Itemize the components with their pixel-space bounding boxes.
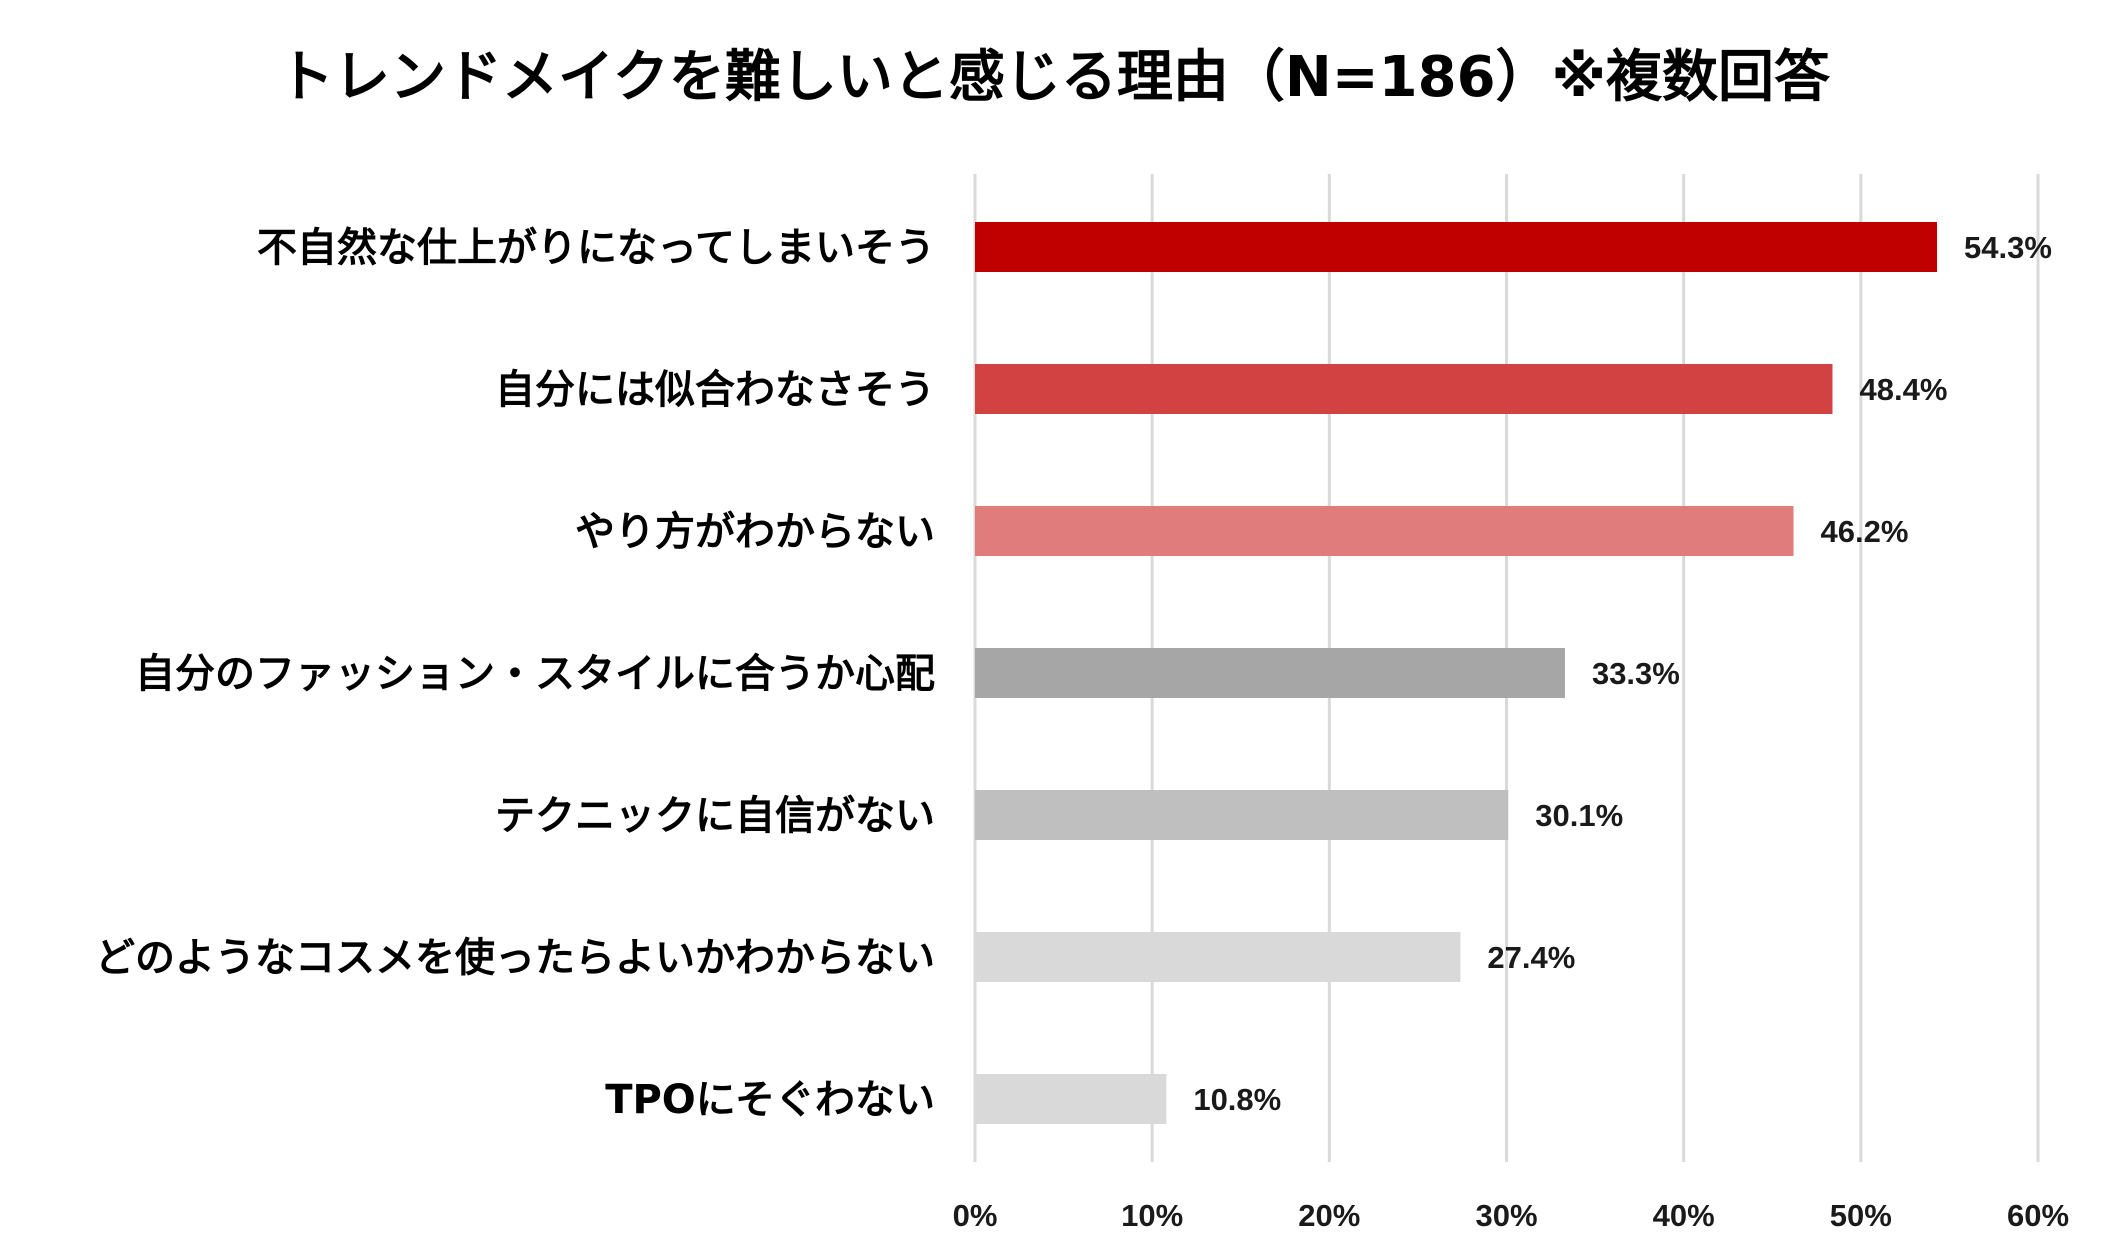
x-tick-label: 50% (1830, 1198, 1892, 1233)
category-label: やり方がわからない (575, 509, 935, 555)
category-label: どのようなコスメを使ったらよいかわからない (95, 935, 935, 981)
bar (975, 1074, 1167, 1124)
x-tick-label: 40% (1653, 1198, 1715, 1233)
value-label: 33.3% (1592, 656, 1680, 691)
bar (975, 506, 1794, 556)
bar (975, 364, 1833, 414)
category-label: テクニックに自信がない (495, 793, 935, 839)
category-label: 不自然な仕上がりになってしまいそう (257, 225, 935, 271)
value-label: 46.2% (1821, 514, 1909, 549)
category-labels: 不自然な仕上がりになってしまいそう自分には似合わなさそうやり方がわからない自分の… (95, 225, 935, 1123)
x-tick-label: 10% (1121, 1198, 1183, 1233)
value-labels: 54.3% 48.4% 46.2% 33.3% 30.1% 27.4% 10.8% (1193, 230, 2052, 1117)
bars (975, 222, 1938, 1124)
value-label: 30.1% (1535, 798, 1623, 833)
bar (975, 648, 1565, 698)
value-label: 27.4% (1487, 940, 1575, 975)
x-tick-label: 20% (1298, 1198, 1360, 1233)
value-label: 54.3% (1964, 230, 2052, 265)
bar (975, 222, 1938, 272)
bar (975, 790, 1509, 840)
category-label: 自分のファッション・スタイルに合うか心配 (135, 651, 935, 697)
chart-title: トレンドメイクを難しいと感じる理由（N=186）※複数回答 (278, 45, 1831, 110)
category-label: 自分には似合わなさそう (495, 367, 935, 413)
x-axis-tick-labels: 0% 10% 20% 30% 40% 50% 60% (953, 1198, 2069, 1233)
bar (975, 932, 1461, 982)
value-label: 48.4% (1859, 372, 1947, 407)
value-label: 10.8% (1193, 1082, 1281, 1117)
x-tick-label: 30% (1475, 1198, 1537, 1233)
x-tick-label: 60% (2007, 1198, 2069, 1233)
category-label: TPOにそぐわない (605, 1077, 935, 1123)
x-tick-label: 0% (953, 1198, 998, 1233)
